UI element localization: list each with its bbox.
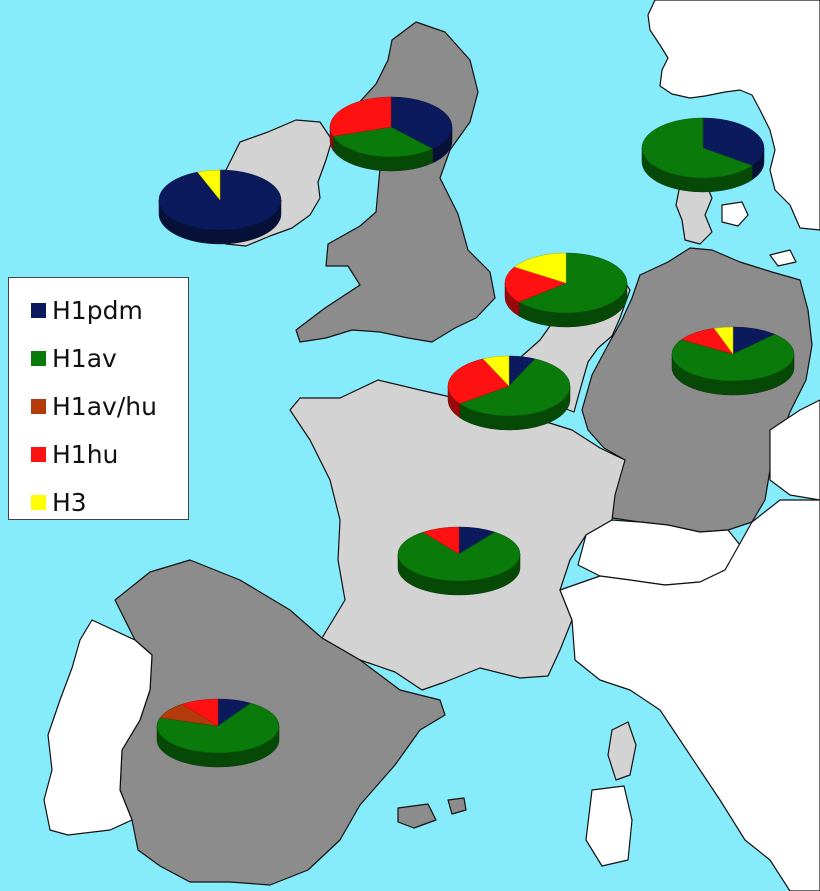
- pie-chart-germany: [671, 326, 795, 396]
- pie-chart-spain: [156, 698, 280, 768]
- pie-slice-h1av: [459, 358, 571, 417]
- pie-slice-h1hu: [422, 526, 460, 555]
- legend-item-h1hu: H1hu: [31, 430, 188, 478]
- pie-slice-h1hu: [329, 96, 392, 137]
- legend-item-h1av: H1av: [31, 334, 188, 382]
- legend-label-h1hu: H1hu: [52, 439, 119, 469]
- baltic-islets: [769, 249, 797, 267]
- pie-slice-h1hu: [181, 698, 219, 727]
- legend-swatch-h1hu: [31, 446, 46, 462]
- legend-box: H1pdm H1av H1av/hu H1hu H3: [8, 277, 189, 520]
- legend-label-h1av-hu: H1av/hu: [52, 391, 157, 421]
- pie-chart-scotland-northern-uk: [329, 96, 453, 172]
- pie-chart-france: [397, 526, 521, 596]
- pie-slice-h1av: [518, 252, 628, 314]
- scandinavia-landmass: [647, 0, 820, 231]
- pie-chart-netherlands: [504, 252, 628, 328]
- legend-swatch-h1av: [31, 350, 46, 366]
- pie-slice-h1pdm: [390, 96, 453, 150]
- pie-slice-h1av: [332, 126, 434, 158]
- legend-label-h3: H3: [52, 487, 87, 517]
- pie-chart-denmark: [641, 117, 765, 193]
- pie-chart-belgium: [447, 355, 571, 431]
- legend-label-h1pdm: H1pdm: [52, 295, 143, 325]
- pie-slice-h3: [482, 355, 510, 387]
- legend-item-h3: H3: [31, 478, 188, 526]
- legend-swatch-h1av-hu: [31, 398, 46, 414]
- sardinia-island: [585, 785, 633, 867]
- legend-item-h1av-hu: H1av/hu: [31, 382, 188, 430]
- pie-slice-h3: [713, 326, 734, 355]
- eastern-landmass: [769, 399, 820, 501]
- italy-landmass: [559, 499, 820, 891]
- legend-swatch-h3: [31, 494, 46, 510]
- pie-slice-h1pdm: [702, 117, 765, 166]
- pie-slice-h1hu: [447, 358, 510, 404]
- pie-slice-h3: [197, 169, 221, 201]
- pie-chart-layer: [156, 96, 795, 768]
- balearic-islands: [397, 797, 467, 829]
- pie-slice-h1av: [671, 334, 795, 382]
- pie-slice-h1av: [641, 117, 753, 179]
- corsica-island: [607, 721, 637, 781]
- pie-slice-h3: [513, 252, 567, 284]
- portugal-landmass: [43, 619, 153, 836]
- danish-islands: [721, 201, 749, 227]
- legend-swatch-h1pdm: [31, 302, 46, 318]
- pie-slice-h1av: [156, 702, 280, 754]
- pie-slice-h1av: [397, 531, 521, 582]
- pie-chart-ireland: [158, 169, 282, 245]
- legend-item-h1pdm: H1pdm: [31, 286, 188, 334]
- pie-slice-h1hu: [504, 266, 567, 303]
- legend-label-h1av: H1av: [52, 343, 117, 373]
